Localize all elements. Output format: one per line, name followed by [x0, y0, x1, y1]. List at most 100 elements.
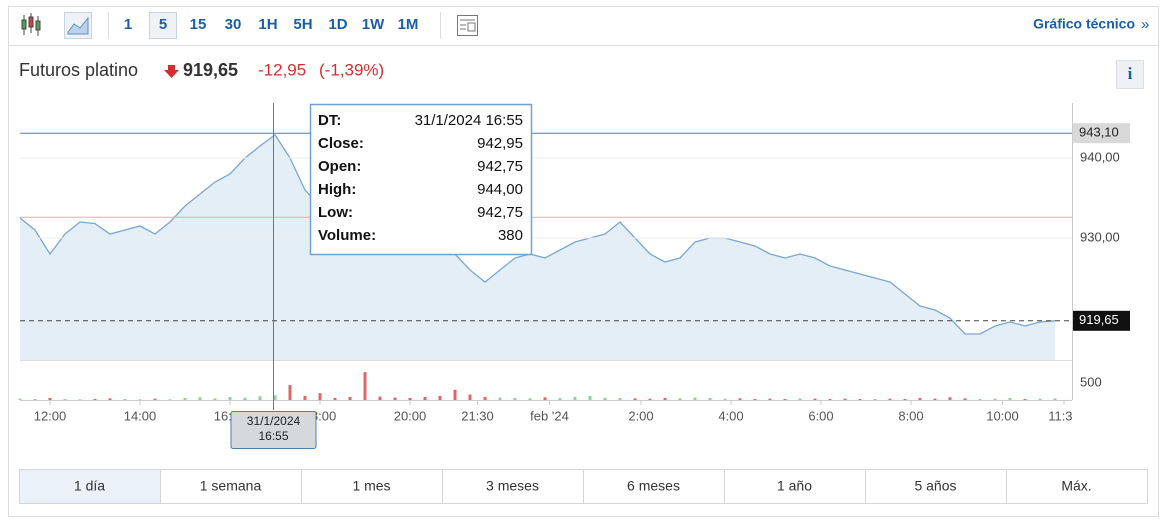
volume-tick-label: 500 — [1080, 374, 1102, 389]
volume-bar — [783, 398, 787, 400]
x-tick-label: 11:30 — [1048, 408, 1080, 423]
volume-bar — [408, 397, 412, 400]
tooltip-value: 944,00 — [477, 181, 523, 198]
volume-bar — [498, 397, 502, 400]
volume-bar — [438, 395, 442, 400]
range-button[interactable] — [865, 469, 1007, 504]
volume-bar — [918, 397, 922, 400]
interval-button[interactable]: 15 — [190, 16, 207, 33]
volume-bar — [558, 397, 562, 400]
volume-bar — [738, 398, 742, 400]
tooltip-key: DT: — [318, 112, 341, 129]
volume-bar — [318, 393, 322, 400]
volume-bar — [93, 398, 97, 400]
volume-bar — [843, 398, 847, 400]
volume-bar — [393, 397, 397, 400]
down-arrow — [164, 65, 179, 78]
range-label[interactable]: 3 meses — [486, 478, 539, 494]
candle-icon[interactable] — [21, 13, 41, 36]
range-label[interactable]: 6 meses — [627, 478, 680, 494]
volume-bar — [1023, 398, 1027, 400]
y-tick-label: 930,00 — [1080, 229, 1120, 244]
volume-bar — [723, 398, 727, 400]
volume-bar — [123, 398, 127, 400]
volume-bar — [963, 398, 967, 400]
volume-bar — [573, 396, 577, 400]
crosshair-time-box — [230, 411, 317, 449]
range-label[interactable]: 1 año — [777, 478, 812, 494]
range-button[interactable] — [301, 469, 443, 504]
volume-bar — [288, 385, 292, 400]
interval-button[interactable]: 1M — [398, 16, 419, 33]
info-icon[interactable]: i — [1128, 64, 1133, 83]
tooltip-value: 942,75 — [477, 204, 523, 221]
x-tick-label: feb '24 — [530, 408, 569, 423]
technical-link[interactable]: Gráfico técnico — [1033, 16, 1135, 32]
interval-button[interactable]: 5H — [293, 16, 312, 33]
volume-bar — [858, 398, 862, 400]
volume-bar — [228, 396, 232, 400]
interval-active[interactable] — [149, 12, 177, 39]
volume-bar — [948, 397, 952, 400]
area — [20, 134, 1055, 360]
range-label[interactable]: 1 semana — [200, 478, 262, 494]
area-icon[interactable] — [64, 12, 92, 39]
interval-button[interactable]: 30 — [225, 16, 242, 33]
interval-button[interactable]: 1 — [124, 16, 132, 33]
volume-bar — [633, 398, 637, 400]
volume-bar — [543, 397, 547, 400]
x-tick-label: 8:00 — [898, 408, 923, 423]
x-tick-label: 10:00 — [986, 408, 1019, 423]
interval-button[interactable]: 1H — [258, 16, 277, 33]
tooltip-value: 942,95 — [477, 135, 523, 152]
link-arrow[interactable]: » — [1141, 16, 1149, 33]
tooltip-value: 942,75 — [477, 158, 523, 175]
range-button[interactable] — [19, 469, 161, 504]
interval-button[interactable]: 5 — [159, 16, 167, 33]
change-percent: (-1,39%) — [319, 60, 384, 79]
x-tick-label: 6:00 — [808, 408, 833, 423]
x-tick-label: 14:00 — [124, 408, 157, 423]
volume-bar — [333, 397, 337, 400]
volume-bar — [708, 397, 712, 400]
tooltip-key: High: — [318, 181, 356, 198]
crosshair-time-label: 31/1/2024 — [247, 414, 301, 428]
interval-button[interactable]: 1D — [328, 16, 347, 33]
range-label[interactable]: 1 mes — [352, 478, 390, 494]
volume-bar — [618, 397, 622, 400]
range-button[interactable] — [1006, 469, 1148, 504]
volume-bar — [528, 398, 532, 400]
last-price-box — [1073, 310, 1130, 331]
volume-bar — [903, 398, 907, 400]
volume-bar — [78, 399, 82, 400]
range-label[interactable]: Máx. — [1061, 478, 1091, 494]
x-tick-label: 2:00 — [628, 408, 653, 423]
volume-bar — [678, 398, 682, 400]
range-button[interactable] — [160, 469, 302, 504]
range-button[interactable] — [442, 469, 584, 504]
volume-bar — [753, 398, 757, 400]
table-icon[interactable] — [457, 15, 478, 36]
tooltip-value: 31/1/2024 16:55 — [415, 112, 523, 129]
range-button[interactable] — [724, 469, 866, 504]
volume-bar — [603, 397, 607, 400]
x-tick-label: 12:00 — [34, 408, 67, 423]
crosshair-price-box — [1073, 123, 1130, 144]
tooltip-value: 380 — [498, 227, 523, 244]
tooltip — [309, 103, 533, 256]
last-price-label: 919,65 — [1079, 312, 1119, 327]
volume-bar — [768, 398, 772, 400]
tooltip-key: Open: — [318, 158, 361, 175]
range-button[interactable] — [583, 469, 725, 504]
range-label[interactable]: 1 día — [74, 478, 105, 494]
tooltip-key: Volume: — [318, 227, 376, 244]
volume-bar — [303, 395, 307, 400]
crosshair-price-label: 943,10 — [1079, 125, 1119, 140]
interval-button[interactable]: 1W — [362, 16, 385, 33]
volume-bar — [978, 398, 982, 400]
info-button[interactable] — [1116, 60, 1144, 89]
range-label[interactable]: 5 años — [914, 478, 956, 494]
volume-bar — [258, 396, 262, 400]
volume-bar — [453, 389, 457, 400]
